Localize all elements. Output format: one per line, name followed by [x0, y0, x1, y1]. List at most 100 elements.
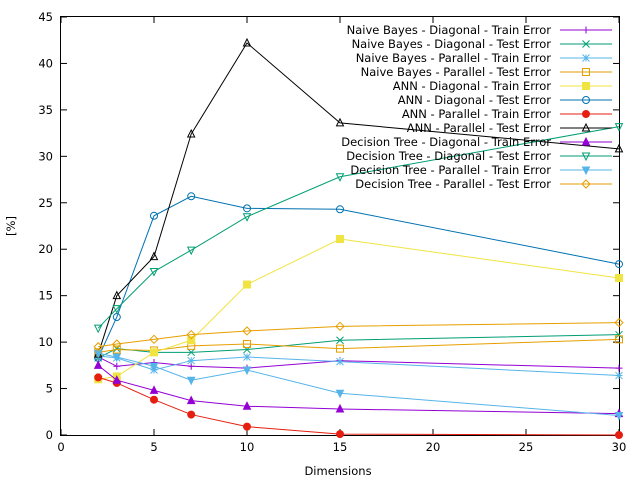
data-point — [186, 376, 196, 386]
x-tick-label: 5 — [150, 440, 157, 454]
legend-label: Naive Bayes - Diagonal - Test Error — [352, 37, 552, 51]
data-point — [186, 128, 196, 138]
data-point — [336, 235, 344, 244]
legend-marker — [582, 40, 590, 48]
data-point — [112, 339, 122, 349]
legend-item: ANN - Parallel - Test Error — [407, 121, 612, 135]
x-tick-label: 0 — [57, 440, 64, 454]
series-12 — [93, 317, 624, 352]
y-tick-label: 35 — [38, 103, 53, 117]
data-point — [186, 246, 196, 256]
y-tick-label: 0 — [46, 428, 53, 442]
legend-marker — [581, 136, 591, 146]
legend-label: Decision Tree - Parallel - Train Error — [350, 163, 551, 177]
legend-marker — [581, 152, 591, 162]
data-point — [186, 329, 196, 340]
series-line — [97, 364, 620, 415]
data-point — [336, 430, 344, 439]
legend-item: Decision Tree - Diagonal - Train Error — [341, 135, 612, 149]
data-point — [615, 274, 623, 283]
data-point — [336, 344, 344, 353]
y-tick-label: 45 — [38, 10, 53, 24]
data-point — [186, 395, 196, 405]
y-tick-label: 25 — [38, 196, 53, 210]
data-point — [242, 401, 252, 410]
legend-marker — [582, 54, 590, 62]
data-point — [243, 204, 251, 213]
data-point — [335, 173, 345, 182]
series-line — [97, 334, 620, 359]
legend-marker — [581, 122, 591, 132]
data-point — [335, 117, 345, 127]
legend-item: ANN - Parallel - Train Error — [402, 107, 612, 121]
legend-marker — [582, 82, 590, 90]
data-point — [93, 324, 103, 334]
data-point — [150, 211, 158, 220]
data-point — [113, 362, 121, 370]
data-point — [112, 345, 121, 354]
data-point — [94, 373, 103, 382]
series-11 — [93, 349, 624, 421]
data-point — [615, 364, 623, 372]
series-line — [98, 238, 620, 380]
data-point — [614, 123, 624, 132]
series-line — [97, 195, 620, 359]
data-point — [243, 422, 251, 431]
series-line — [98, 322, 620, 348]
data-point — [112, 305, 122, 314]
x-tick-label: 20 — [426, 440, 441, 454]
y-axis-label: [%] — [4, 216, 18, 236]
data-point — [615, 335, 623, 344]
legend-item: Naive Bayes - Diagonal - Train Error — [347, 23, 612, 37]
data-point — [615, 330, 623, 339]
data-point — [243, 280, 251, 289]
legend-item: Naive Bayes - Diagonal - Test Error — [352, 37, 612, 51]
legend-label: ANN - Diagonal - Train Error — [393, 79, 552, 93]
data-point — [149, 362, 159, 372]
legend-marker — [582, 110, 590, 118]
data-point — [242, 326, 252, 336]
data-point — [93, 342, 103, 352]
y-axis: 0 5 10 15 20 25 30 35 40 45 — [38, 10, 619, 442]
data-point — [615, 371, 623, 380]
data-point — [242, 366, 252, 376]
data-point — [149, 251, 159, 261]
data-point — [112, 375, 122, 384]
data-point — [187, 192, 196, 201]
legend-label: ANN - Diagonal - Test Error — [398, 93, 552, 107]
legend-item: Naive Bayes - Parallel - Test Error — [361, 65, 612, 79]
series-line — [97, 126, 620, 329]
x-axis: 0 5 10 15 20 25 30 — [57, 17, 626, 454]
y-tick-label: 10 — [38, 335, 53, 349]
series-line — [98, 338, 620, 353]
legend-item: Naive Bayes - Parallel - Train Error — [356, 51, 612, 65]
data-point — [149, 385, 159, 394]
series-line — [97, 42, 620, 355]
data-point — [335, 389, 345, 399]
data-point — [242, 37, 252, 47]
legend-label: ANN - Parallel - Train Error — [402, 107, 551, 121]
x-tick-label: 15 — [333, 440, 348, 454]
legend-label: Decision Tree - Diagonal - Test Error — [346, 149, 551, 163]
y-tick-label: 5 — [46, 382, 53, 396]
series-7 — [94, 373, 623, 439]
legend-marker — [582, 26, 590, 34]
legend-label: Naive Bayes - Parallel - Test Error — [361, 65, 552, 79]
y-tick-label: 40 — [38, 56, 53, 70]
legend-label: Decision Tree - Parallel - Test Error — [355, 177, 551, 191]
data-point — [150, 395, 158, 404]
x-tick-label: 25 — [519, 440, 534, 454]
data-point — [336, 357, 344, 366]
legend-marker — [582, 68, 590, 76]
series-group — [93, 37, 624, 439]
y-tick-label: 20 — [38, 242, 53, 256]
series-10 — [93, 123, 624, 334]
legend-item: ANN - Diagonal - Test Error — [398, 93, 612, 107]
legend-marker — [581, 179, 591, 189]
data-point — [614, 143, 624, 153]
legend-item: Decision Tree - Parallel - Train Error — [350, 163, 612, 177]
y-tick-label: 15 — [38, 289, 53, 303]
data-point — [242, 213, 252, 222]
data-point — [187, 348, 196, 357]
